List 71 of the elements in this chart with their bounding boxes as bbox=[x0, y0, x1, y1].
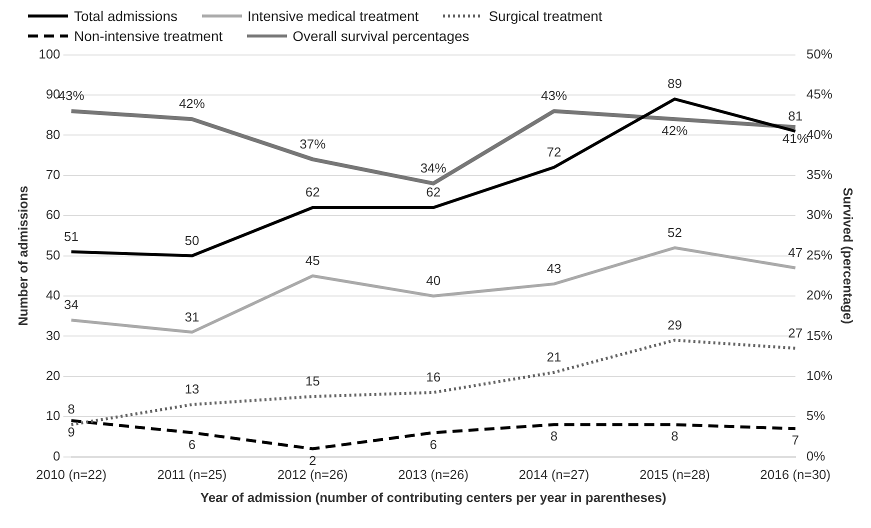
y2-tick-label: 30% bbox=[806, 207, 833, 222]
data-label: 8 bbox=[671, 428, 678, 444]
legend-label: Overall survival percentages bbox=[292, 28, 470, 44]
data-label: 16 bbox=[426, 370, 441, 385]
data-label: 62 bbox=[426, 184, 441, 200]
legend-label: Intensive medical treatment bbox=[248, 8, 419, 24]
data-label: 34% bbox=[420, 160, 447, 176]
y-tick-label: 40 bbox=[46, 288, 60, 303]
y2-tick-label: 10% bbox=[806, 368, 833, 383]
y2-tick-label: 15% bbox=[806, 328, 833, 343]
y2-tick-label: 20% bbox=[806, 288, 833, 303]
y2-tick-label: 45% bbox=[806, 86, 833, 102]
data-label: 7 bbox=[792, 432, 799, 448]
y2-axis-title: Survived (percentage) bbox=[840, 188, 856, 324]
y-tick-label: 60 bbox=[46, 207, 60, 222]
data-label: 42% bbox=[662, 123, 688, 138]
y-tick-label: 0 bbox=[53, 448, 60, 464]
y-tick-label: 10 bbox=[46, 408, 60, 424]
x-tick-label: 2011 (n=25) bbox=[157, 467, 227, 482]
data-label: 45 bbox=[305, 252, 320, 268]
x-tick-label: 2014 (n=27) bbox=[518, 467, 590, 482]
y-tick-label: 20 bbox=[46, 368, 60, 383]
y2-tick-label: 50% bbox=[806, 46, 833, 62]
y2-tick-label: 0% bbox=[806, 448, 826, 464]
data-label: 89 bbox=[667, 76, 682, 92]
data-label: 2 bbox=[309, 452, 316, 468]
x-tick-label: 2015 (n=28) bbox=[639, 467, 710, 482]
y-tick-label: 90 bbox=[46, 86, 60, 102]
data-label: 42% bbox=[178, 96, 206, 112]
y-tick-label: 50 bbox=[46, 247, 60, 262]
data-label: 37% bbox=[300, 136, 326, 152]
x-tick-label: 2016 (n=30) bbox=[760, 467, 831, 482]
x-tick-label: 2010 (n=22) bbox=[36, 467, 107, 482]
y-tick-label: 100 bbox=[38, 46, 60, 62]
data-label: 13 bbox=[184, 382, 200, 397]
legend-label: Total admissions bbox=[74, 8, 178, 24]
y-tick-label: 30 bbox=[46, 328, 60, 343]
data-label: 72 bbox=[546, 144, 562, 160]
data-label: 8 bbox=[68, 402, 75, 417]
data-label: 40 bbox=[426, 273, 441, 288]
y2-tick-label: 35% bbox=[806, 166, 833, 182]
data-label: 6 bbox=[430, 436, 437, 452]
data-label: 27 bbox=[788, 325, 803, 340]
x-axis-title: Year of admission (number of contributing centers per year in parentheses) bbox=[200, 490, 666, 505]
y2-tick-label: 5% bbox=[806, 408, 826, 424]
data-label: 34 bbox=[64, 297, 79, 312]
data-label: 81 bbox=[788, 108, 803, 124]
data-label: 9 bbox=[68, 424, 75, 440]
x-tick-label: 2013 (n=26) bbox=[398, 467, 469, 482]
data-label: 51 bbox=[64, 228, 79, 244]
y-tick-label: 70 bbox=[46, 166, 60, 182]
y2-tick-label: 25% bbox=[806, 247, 833, 262]
legend-label: Non-intensive treatment bbox=[74, 28, 223, 44]
data-label: 50 bbox=[184, 232, 200, 248]
data-label: 15 bbox=[305, 374, 320, 389]
data-label: 6 bbox=[188, 436, 196, 452]
y-axis-title: Number of admissions bbox=[15, 186, 30, 326]
data-label: 43% bbox=[541, 88, 568, 104]
data-label: 52 bbox=[667, 224, 682, 240]
data-label: 43 bbox=[546, 261, 562, 276]
data-label: 41% bbox=[782, 131, 809, 146]
y-tick-label: 80 bbox=[46, 126, 60, 142]
data-label: 8 bbox=[550, 428, 558, 444]
data-label: 29 bbox=[667, 317, 682, 332]
data-label: 62 bbox=[305, 184, 320, 200]
data-label: 21 bbox=[546, 349, 562, 364]
data-label: 47 bbox=[788, 244, 803, 260]
x-tick-label: 2012 (n=26) bbox=[277, 467, 348, 482]
legend-label: Surgical treatment bbox=[488, 8, 602, 24]
data-label: 43% bbox=[58, 88, 85, 104]
data-label: 31 bbox=[184, 309, 200, 324]
